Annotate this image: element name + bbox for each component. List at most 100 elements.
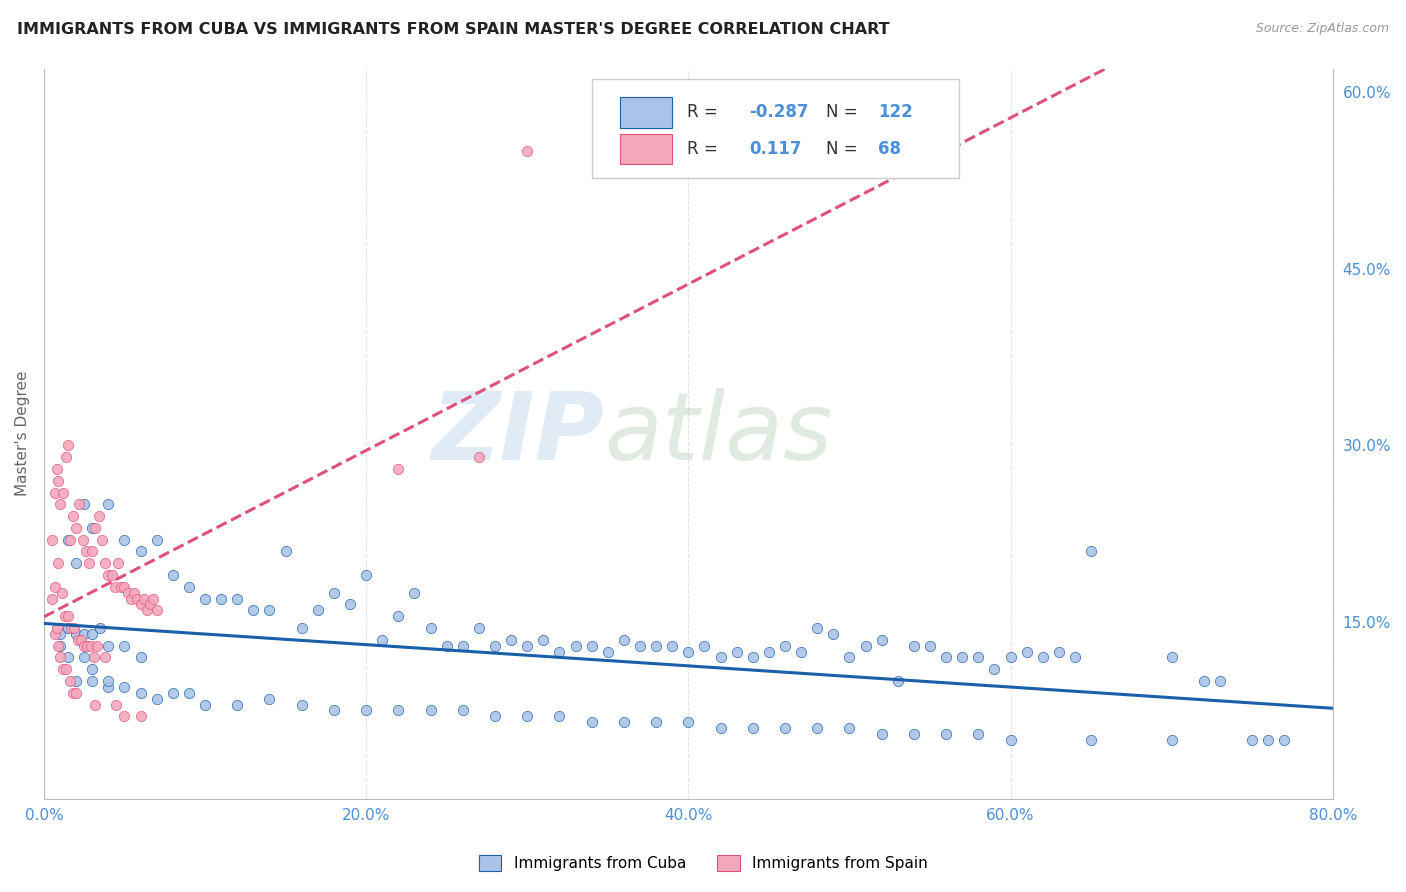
Point	[82, 544, 104, 558]
Point	[49, 639, 72, 653]
Point	[117, 585, 139, 599]
Point	[194, 698, 217, 712]
Point	[645, 715, 668, 730]
Point	[693, 639, 716, 653]
Point	[105, 698, 128, 712]
Point	[1000, 732, 1022, 747]
Point	[162, 568, 184, 582]
Point	[1257, 732, 1279, 747]
Point	[65, 556, 87, 570]
Point	[52, 485, 75, 500]
Point	[645, 639, 668, 653]
Point	[307, 603, 329, 617]
Point	[67, 497, 90, 511]
Point	[1160, 732, 1182, 747]
Point	[110, 580, 132, 594]
Point	[56, 650, 79, 665]
Point	[76, 639, 98, 653]
Point	[709, 721, 731, 735]
Point	[259, 691, 281, 706]
Point	[56, 533, 79, 547]
Point	[967, 727, 990, 741]
Point	[501, 632, 523, 647]
Point	[55, 662, 77, 676]
Point	[823, 627, 845, 641]
Point	[773, 639, 796, 653]
Point	[84, 698, 107, 712]
Point	[48, 556, 70, 570]
Point	[73, 650, 96, 665]
Point	[516, 709, 538, 723]
Point	[89, 621, 111, 635]
Text: N =: N =	[827, 140, 863, 158]
Point	[209, 591, 232, 606]
Point	[1047, 644, 1070, 658]
Point	[451, 703, 474, 717]
Point	[139, 598, 162, 612]
Point	[59, 533, 82, 547]
Point	[56, 609, 79, 624]
Point	[242, 603, 264, 617]
Point	[451, 639, 474, 653]
Point	[1160, 650, 1182, 665]
Point	[194, 591, 217, 606]
Point	[114, 639, 136, 653]
Point	[129, 709, 152, 723]
Point	[65, 686, 87, 700]
Point	[53, 609, 76, 624]
Point	[48, 639, 70, 653]
Point	[72, 533, 94, 547]
Point	[596, 644, 619, 658]
Point	[613, 632, 636, 647]
Point	[322, 703, 344, 717]
Point	[65, 627, 87, 641]
Point	[142, 591, 165, 606]
Text: -0.287: -0.287	[749, 103, 808, 121]
Point	[73, 497, 96, 511]
Point	[581, 639, 603, 653]
Point	[177, 580, 200, 594]
Point	[548, 644, 571, 658]
Point	[838, 721, 860, 735]
Point	[97, 639, 120, 653]
Point	[52, 662, 75, 676]
Point	[564, 639, 586, 653]
Point	[45, 462, 67, 476]
Point	[950, 650, 973, 665]
Point	[97, 497, 120, 511]
Point	[132, 591, 155, 606]
Point	[145, 691, 167, 706]
Point	[870, 632, 893, 647]
Point	[725, 644, 748, 658]
Point	[65, 521, 87, 535]
Text: Source: ZipAtlas.com: Source: ZipAtlas.com	[1256, 22, 1389, 36]
Point	[790, 644, 813, 658]
Point	[291, 698, 314, 712]
Point	[709, 650, 731, 665]
Point	[44, 627, 66, 641]
Point	[60, 621, 83, 635]
Point	[1192, 673, 1215, 688]
Point	[484, 639, 506, 653]
Point	[51, 585, 73, 599]
Point	[97, 568, 120, 582]
Point	[371, 632, 394, 647]
Point	[548, 709, 571, 723]
Point	[484, 709, 506, 723]
Point	[162, 686, 184, 700]
Point	[967, 650, 990, 665]
Point	[65, 673, 87, 688]
Point	[94, 650, 117, 665]
Point	[678, 644, 700, 658]
Point	[935, 650, 957, 665]
Point	[806, 621, 828, 635]
Point	[44, 580, 66, 594]
Point	[41, 591, 63, 606]
Point	[59, 673, 82, 688]
Point	[122, 585, 145, 599]
Point	[259, 603, 281, 617]
Point	[1032, 650, 1054, 665]
Point	[49, 627, 72, 641]
Point	[82, 673, 104, 688]
Point	[581, 715, 603, 730]
